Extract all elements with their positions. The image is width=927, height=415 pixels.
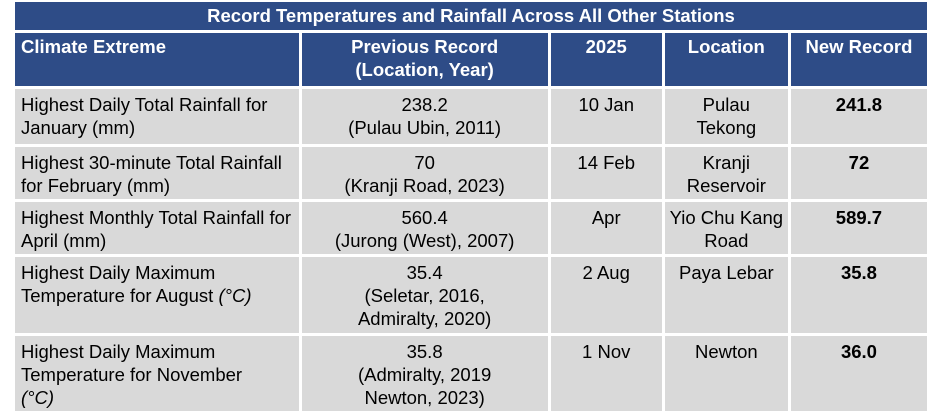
header-location: Location	[664, 33, 788, 86]
header-previous-record: Previous Record (Location, Year)	[301, 33, 548, 86]
previous-record: 238.2 (Pulau Ubin, 2011)	[301, 89, 548, 144]
header-climate-extreme: Climate Extreme	[15, 33, 299, 86]
location: Pulau Tekong	[664, 89, 788, 144]
location: Newton	[664, 336, 788, 411]
previous-record: 560.4 (Jurong (West), 2007)	[301, 202, 548, 254]
climate-extreme: Highest Daily Maximum Temperature for Au…	[15, 257, 299, 333]
climate-extreme: Highest Daily Total Rainfall for January…	[15, 89, 299, 144]
climate-extreme: Highest 30-minute Total Rainfall for Feb…	[15, 147, 299, 199]
date: 1 Nov	[550, 336, 662, 411]
location: Paya Lebar	[664, 257, 788, 333]
table-row: Highest Daily Total Rainfall for January…	[15, 89, 927, 144]
location: Yio Chu Kang Road	[664, 202, 788, 254]
climate-extreme: Highest Monthly Total Rainfall for April…	[15, 202, 299, 254]
date: 2 Aug	[550, 257, 662, 333]
table-row: Highest Daily Maximum Temperature for Au…	[15, 257, 927, 333]
records-table: Record Temperatures and Rainfall Across …	[12, 0, 927, 414]
new-record: 72	[790, 147, 927, 199]
table-row: Highest 30-minute Total Rainfall for Feb…	[15, 147, 927, 199]
previous-record: 35.8 (Admiralty, 2019 Newton, 2023)	[301, 336, 548, 411]
table-row: Highest Daily Maximum Temperature for No…	[15, 336, 927, 411]
climate-extreme: Highest Daily Maximum Temperature for No…	[15, 336, 299, 411]
date: 10 Jan	[550, 89, 662, 144]
table-row: Highest Monthly Total Rainfall for April…	[15, 202, 927, 254]
new-record: 589.7	[790, 202, 927, 254]
new-record: 36.0	[790, 336, 927, 411]
new-record: 241.8	[790, 89, 927, 144]
date: 14 Feb	[550, 147, 662, 199]
new-record: 35.8	[790, 257, 927, 333]
previous-record: 70 (Kranji Road, 2023)	[301, 147, 548, 199]
table-title: Record Temperatures and Rainfall Across …	[15, 2, 927, 30]
location: Kranji Reservoir	[664, 147, 788, 199]
header-2025: 2025	[550, 33, 662, 86]
header-new-record: New Record	[790, 33, 927, 86]
previous-record: 35.4 (Seletar, 2016, Admiralty, 2020)	[301, 257, 548, 333]
date: Apr	[550, 202, 662, 254]
